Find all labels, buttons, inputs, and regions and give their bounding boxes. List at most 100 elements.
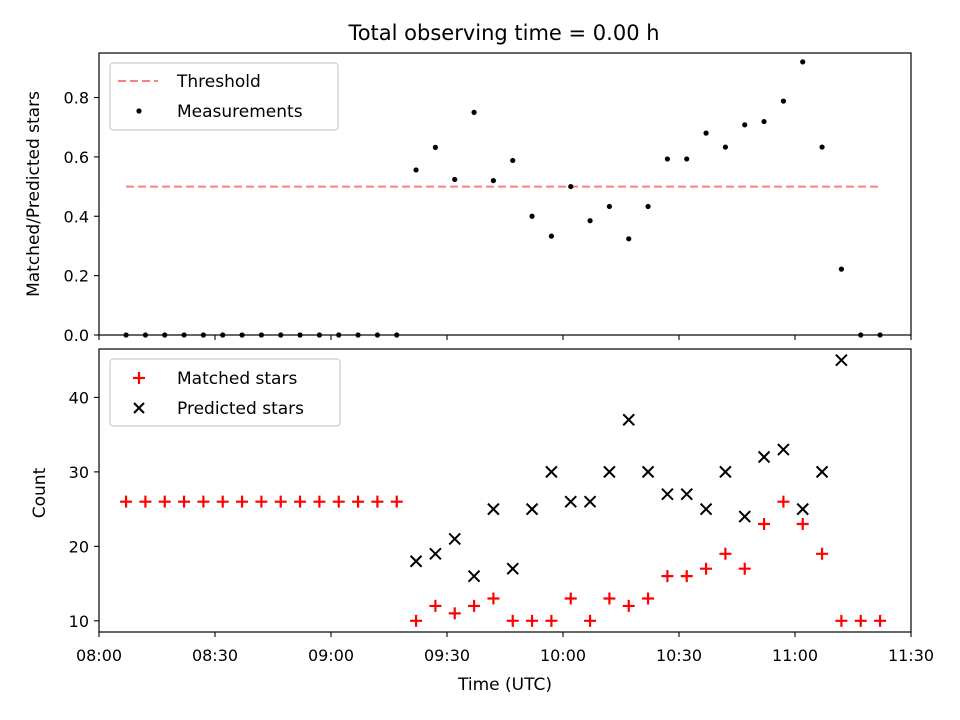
y-tick-label: 30 bbox=[69, 463, 89, 482]
matched-stars-point bbox=[796, 518, 809, 531]
measurement-point bbox=[413, 167, 419, 173]
measurement-point bbox=[510, 157, 516, 164]
measurement-point bbox=[664, 156, 671, 162]
predicted-stars-point bbox=[429, 547, 442, 561]
predicted-stars-point bbox=[448, 532, 461, 546]
matched-stars-point bbox=[487, 592, 500, 605]
measurement-point bbox=[452, 176, 458, 183]
y-tick-label: 0.4 bbox=[64, 207, 89, 226]
top-plot-marks bbox=[123, 59, 883, 338]
predicted-stars-point bbox=[583, 495, 597, 508]
measurement-point bbox=[432, 144, 438, 150]
matched-stars-point bbox=[584, 614, 597, 627]
predicted-stars-point bbox=[777, 443, 790, 456]
measurement-point bbox=[200, 332, 206, 338]
legend-measurements-swatch bbox=[136, 108, 142, 114]
x-tick-label: 09:00 bbox=[308, 646, 354, 665]
measurement-point bbox=[471, 109, 477, 115]
legend-threshold-label: Threshold bbox=[176, 72, 261, 92]
predicted-stars-point bbox=[757, 450, 771, 464]
matched-stars-point bbox=[816, 547, 829, 560]
predicted-stars-point bbox=[719, 465, 732, 479]
matched-stars-point bbox=[352, 495, 365, 508]
matched-stars-point bbox=[216, 495, 229, 508]
measurement-point bbox=[278, 332, 284, 338]
matched-stars-point bbox=[738, 562, 751, 575]
y-tick-label: 0.8 bbox=[64, 89, 89, 108]
chart-title: Total observing time = 0.00 h bbox=[347, 21, 659, 45]
matched-stars-point bbox=[429, 599, 442, 612]
measurement-point bbox=[529, 213, 535, 219]
top-axes: 0.00.20.40.60.8 Matched/Predicted stars … bbox=[24, 52, 912, 345]
top-y-axis-label: Matched/Predicted stars bbox=[24, 91, 44, 297]
predicted-stars-point bbox=[796, 502, 809, 516]
y-tick-label: 0.6 bbox=[64, 148, 89, 167]
measurement-point bbox=[490, 178, 496, 184]
measurement-point bbox=[722, 144, 729, 150]
measurement-point bbox=[626, 236, 632, 242]
x-tick-label: 10:30 bbox=[656, 646, 702, 665]
matched-stars-point bbox=[274, 495, 287, 508]
predicted-stars-point bbox=[545, 465, 558, 479]
matched-stars-point bbox=[236, 495, 249, 508]
matched-stars-point bbox=[120, 495, 133, 508]
top-y-ticks: 0.0 0.2 0.4 0.6 0.8 bbox=[64, 89, 99, 345]
matched-stars-point bbox=[468, 599, 481, 612]
legend-matched-label: Matched stars bbox=[177, 369, 297, 389]
matched-stars-point bbox=[139, 495, 152, 508]
matched-stars-point bbox=[700, 562, 713, 575]
matched-stars-point bbox=[294, 495, 307, 508]
matched-stars-point bbox=[854, 614, 867, 627]
matched-stars-point bbox=[255, 495, 268, 508]
measurement-point bbox=[316, 332, 322, 338]
matched-stars-point bbox=[564, 592, 577, 605]
bottom-legend: Matched stars Predicted stars bbox=[109, 358, 341, 427]
x-tick-label: 11:00 bbox=[772, 646, 818, 665]
matched-stars-point bbox=[410, 614, 423, 627]
predicted-stars-point bbox=[603, 465, 616, 479]
top-axes-frame bbox=[98, 52, 912, 336]
matched-stars-point bbox=[178, 495, 191, 508]
measurement-point bbox=[258, 332, 264, 338]
bottom-axes: 08:00 08:30 09:00 09:30 10:00 10:30 11:00 11:30… bbox=[30, 348, 934, 695]
x-tick-label: 09:30 bbox=[424, 646, 470, 665]
matched-stars-point bbox=[371, 495, 384, 508]
measurement-point bbox=[780, 98, 787, 104]
matched-stars-point bbox=[390, 495, 403, 508]
measurement-point bbox=[123, 332, 129, 338]
predicted-stars-point bbox=[680, 488, 693, 501]
x-tick-label: 10:00 bbox=[540, 646, 586, 665]
x-axis-label: Time (UTC) bbox=[457, 675, 552, 695]
predicted-stars-point bbox=[815, 465, 829, 479]
bottom-x-ticks: 08:00 08:30 09:00 09:30 10:00 10:30 11:00 11:30 bbox=[76, 632, 934, 665]
matched-stars-point bbox=[332, 495, 345, 508]
predicted-stars-point bbox=[699, 502, 713, 516]
x-tick-label: 08:00 bbox=[76, 646, 122, 665]
y-tick-label: 40 bbox=[69, 388, 89, 407]
y-tick-label: 20 bbox=[69, 537, 89, 556]
matched-stars-point bbox=[197, 495, 210, 508]
predicted-stars-point bbox=[525, 502, 539, 516]
matched-stars-point bbox=[526, 614, 539, 627]
measurement-point bbox=[645, 203, 651, 210]
measurement-point bbox=[548, 233, 555, 239]
measurement-point bbox=[819, 144, 825, 150]
matched-stars-point bbox=[874, 614, 887, 627]
top-legend-box bbox=[109, 62, 339, 131]
predicted-stars-point bbox=[487, 502, 500, 516]
measurement-point bbox=[838, 266, 845, 272]
predicted-stars-point bbox=[467, 569, 481, 583]
matched-stars-point bbox=[777, 495, 790, 508]
measurement-point bbox=[220, 332, 226, 338]
legend-predicted-swatch bbox=[133, 402, 145, 414]
predicted-stars-point bbox=[641, 465, 655, 479]
measurement-point bbox=[877, 332, 883, 338]
y-tick-label: 10 bbox=[69, 612, 89, 631]
predicted-stars-point bbox=[622, 413, 635, 426]
matched-stars-point bbox=[835, 614, 848, 627]
measurement-point bbox=[239, 332, 245, 338]
predicted-stars-point bbox=[506, 562, 519, 575]
measurement-point bbox=[336, 332, 342, 338]
y-tick-label: 0.2 bbox=[64, 267, 89, 286]
